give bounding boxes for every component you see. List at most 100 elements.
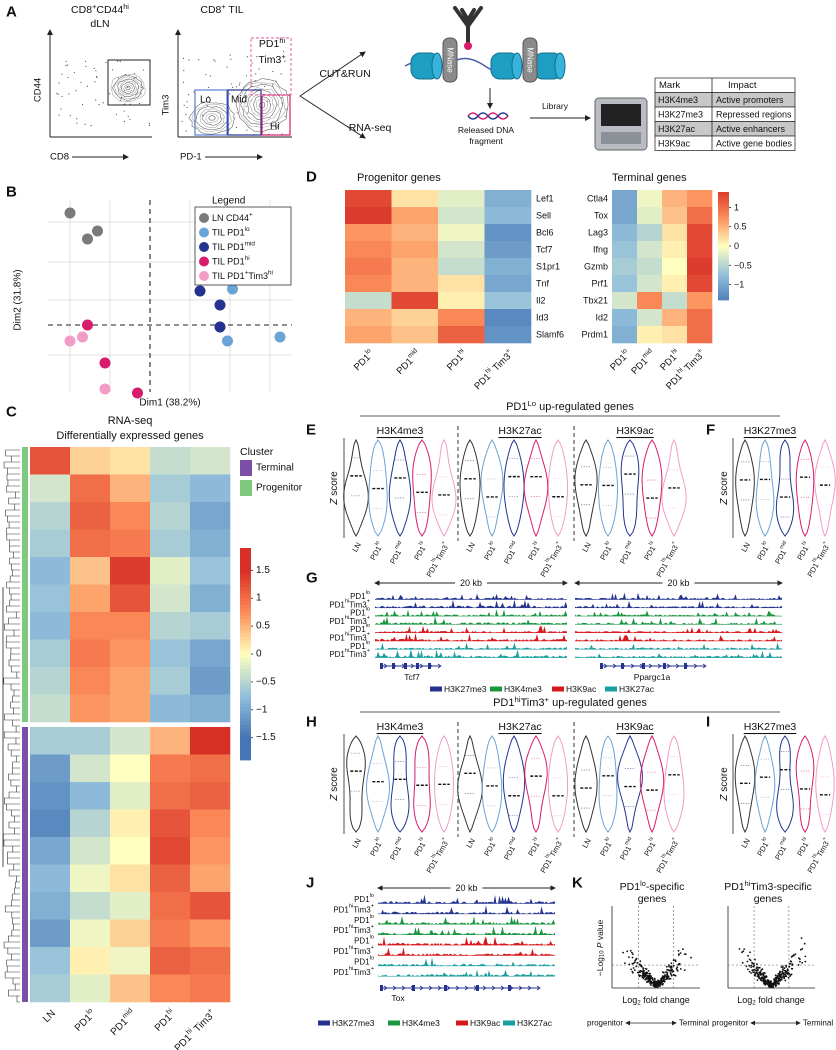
event-dot [246, 129, 248, 131]
colorbar-step [240, 664, 251, 669]
volcano-dot [758, 971, 761, 974]
event-dot [226, 66, 228, 68]
label-part: hi [349, 966, 353, 972]
heatmap-cell [484, 224, 532, 242]
colorbar-step [718, 195, 729, 198]
volcano-dot [648, 979, 650, 982]
volcano-dot [639, 974, 642, 977]
colorbar-step [718, 253, 729, 256]
event-dot [182, 81, 185, 83]
exon [404, 663, 407, 669]
label-part: 2 [752, 999, 756, 1006]
legend-swatch [199, 213, 209, 223]
heatmap-cell [484, 207, 532, 225]
heatmap-cell [30, 837, 71, 865]
volcano-dot [631, 953, 634, 955]
column-label: PD1mid [616, 836, 637, 861]
label-part: + [367, 598, 370, 604]
heatmap-cell [345, 207, 392, 225]
colorbar-step [718, 282, 729, 285]
colorbar-step [718, 271, 729, 274]
volcano-dot [645, 968, 648, 970]
label-part: PD1 [352, 352, 373, 373]
heatmap-cell [70, 447, 111, 475]
heatmap-cell [30, 667, 71, 695]
label-part: Z [329, 498, 340, 506]
violin [661, 438, 687, 538]
label-part: lo [366, 590, 370, 596]
colorbar-step [240, 738, 251, 743]
gene-chevron [419, 663, 424, 669]
signal-track [575, 650, 782, 658]
label-part: PD1 [654, 561, 669, 578]
label-part: Z [329, 794, 340, 802]
colorbar-step [718, 229, 729, 232]
legend-swatch [503, 1020, 515, 1026]
colorbar-step [240, 696, 251, 701]
event-dot [256, 56, 258, 58]
legend-label: H3K27me3 [444, 684, 487, 694]
label-part: PD1 [333, 947, 349, 956]
volcano-dot [676, 969, 679, 971]
colorbar-label: −0.5 [256, 676, 276, 687]
volcano-dot [785, 972, 788, 974]
colorbar-step [240, 756, 251, 761]
heatmap-cell [438, 241, 485, 259]
colorbar-step [718, 291, 729, 294]
label: fragment [469, 136, 503, 146]
colorbar-step [240, 643, 251, 648]
label-part: PD1 [354, 915, 370, 924]
volcano-dot [801, 961, 804, 964]
event-dot [285, 108, 287, 110]
column-label: PD1hiTim3+ [653, 836, 681, 874]
colorbar-step [240, 689, 251, 694]
label: Terminal [679, 1019, 709, 1028]
volcano-dot [784, 975, 786, 978]
volcano-dot [682, 948, 684, 951]
gene-chevron [657, 663, 662, 669]
event-dot [75, 90, 77, 92]
gene-label: Lef1 [536, 194, 554, 204]
volcano-dot [655, 983, 658, 986]
panel-letter: C [6, 404, 17, 421]
contour [253, 95, 272, 115]
gene-chevron [446, 985, 451, 991]
column-label: LN [739, 837, 752, 850]
volcano-dot [780, 974, 783, 976]
contour [110, 73, 146, 103]
volcano-dot [778, 975, 781, 978]
event-dot [102, 102, 104, 104]
panel-letter: I [706, 714, 710, 731]
colorbar-step [240, 661, 251, 665]
heatmap-cell [30, 809, 71, 838]
label-part: PD1 [388, 844, 403, 861]
volcano-dot [649, 972, 651, 975]
column-label: PD1mid [386, 836, 407, 861]
pca-point [99, 383, 111, 395]
heatmap-cell [612, 207, 638, 225]
colorbar-step [240, 636, 251, 641]
column-label: LN [580, 541, 593, 554]
heatmap-cell [391, 207, 439, 225]
heatmap-cell [637, 241, 663, 259]
signal-track [375, 599, 567, 608]
volcano-dot [748, 970, 751, 973]
label-part: PD1 [502, 548, 517, 565]
contour [202, 110, 223, 126]
heatmap-cell [150, 584, 191, 613]
track-label: PD1lo [354, 955, 374, 966]
heatmap-cell [687, 190, 713, 208]
heatmap-cell [30, 727, 71, 755]
gene-name: Tox [391, 993, 405, 1003]
heatmap-cell [70, 809, 111, 838]
heatmap-cell [110, 864, 151, 893]
gene-chevron [518, 985, 523, 991]
heatmap-cell [110, 557, 151, 585]
signal-track [575, 634, 782, 641]
volcano-dot [748, 958, 751, 961]
volcano-dot [639, 963, 641, 966]
colorbar-step [240, 597, 251, 602]
label-part: PD1 [629, 356, 650, 377]
heatmap-cell [150, 864, 191, 893]
heatmap-cell [662, 309, 688, 327]
